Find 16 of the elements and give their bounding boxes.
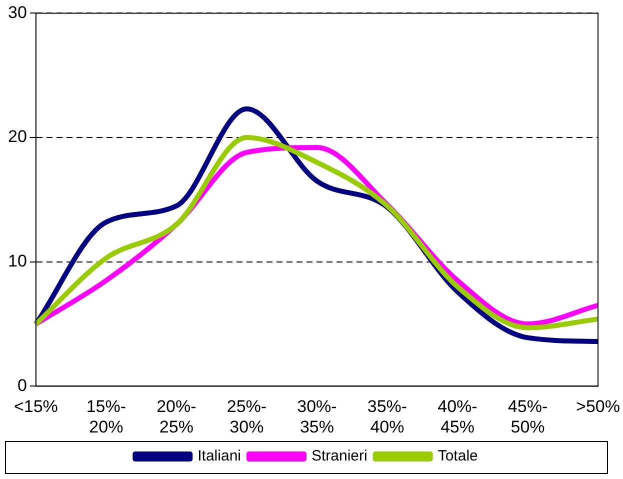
legend-label: Stranieri — [311, 448, 368, 465]
y-tick-label: 30 — [8, 2, 27, 22]
x-tick-label: 15%-20% — [86, 397, 126, 436]
x-tick-label: 40%-45% — [438, 397, 478, 436]
legend-label: Italiani — [198, 448, 241, 465]
x-tick-label: 35%-40% — [367, 397, 408, 436]
x-tick-label: 30%-35% — [297, 397, 337, 436]
x-tick-label: 25%-30% — [226, 397, 267, 436]
legend-label: Totale — [438, 448, 478, 465]
x-tick-label: 45%-50% — [508, 397, 548, 436]
y-tick-label: 0 — [17, 376, 27, 395]
x-tick-label: <15% — [14, 397, 58, 416]
x-tick-label: 20%-25% — [156, 397, 196, 436]
y-tick-label: 10 — [8, 252, 27, 271]
x-tick-label: >50% — [576, 397, 620, 416]
y-tick-label: 20 — [8, 127, 27, 146]
